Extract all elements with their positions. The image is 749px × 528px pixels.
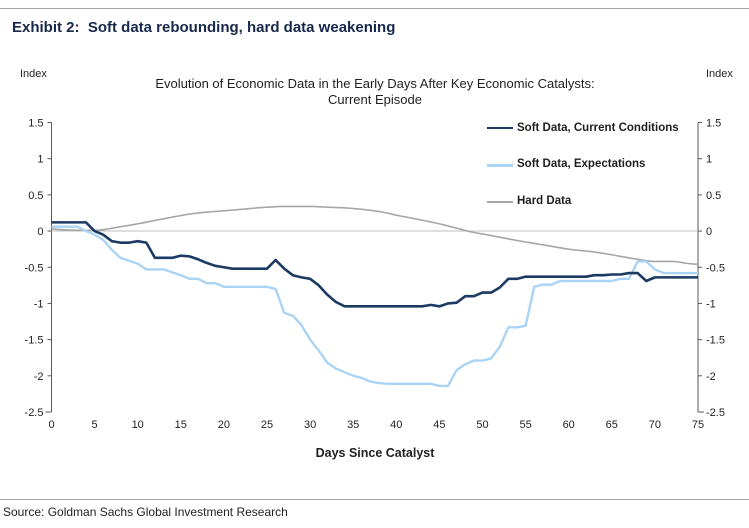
- svg-text:0: 0: [37, 226, 43, 238]
- svg-text:25: 25: [261, 419, 273, 431]
- svg-text:35: 35: [347, 419, 359, 431]
- svg-text:40: 40: [390, 419, 402, 431]
- svg-text:50: 50: [476, 419, 488, 431]
- svg-text:70: 70: [649, 419, 661, 431]
- svg-text:1: 1: [37, 154, 43, 166]
- svg-text:55: 55: [519, 419, 531, 431]
- svg-text:0.5: 0.5: [28, 190, 43, 202]
- svg-text:-1: -1: [34, 298, 44, 310]
- svg-text:-1: -1: [706, 298, 716, 310]
- svg-text:-2.5: -2.5: [25, 407, 44, 419]
- svg-text:45: 45: [433, 419, 445, 431]
- svg-text:1.5: 1.5: [28, 118, 43, 130]
- svg-text:0: 0: [706, 226, 712, 238]
- svg-text:0: 0: [48, 419, 54, 431]
- svg-text:-2: -2: [706, 371, 716, 383]
- svg-text:60: 60: [563, 419, 575, 431]
- svg-text:15: 15: [175, 419, 187, 431]
- svg-text:-2: -2: [34, 371, 44, 383]
- svg-text:-1.5: -1.5: [706, 335, 725, 347]
- svg-text:65: 65: [606, 419, 618, 431]
- svg-text:1: 1: [706, 154, 712, 166]
- svg-text:30: 30: [304, 419, 316, 431]
- svg-text:-0.5: -0.5: [706, 262, 725, 274]
- svg-text:0.5: 0.5: [706, 190, 721, 202]
- svg-text:-1.5: -1.5: [25, 335, 44, 347]
- svg-text:75: 75: [692, 419, 704, 431]
- svg-text:-2.5: -2.5: [706, 407, 725, 419]
- svg-text:5: 5: [92, 419, 98, 431]
- svg-text:10: 10: [132, 419, 144, 431]
- svg-text:1.5: 1.5: [706, 118, 721, 130]
- svg-text:20: 20: [218, 419, 230, 431]
- svg-text:-0.5: -0.5: [25, 262, 44, 274]
